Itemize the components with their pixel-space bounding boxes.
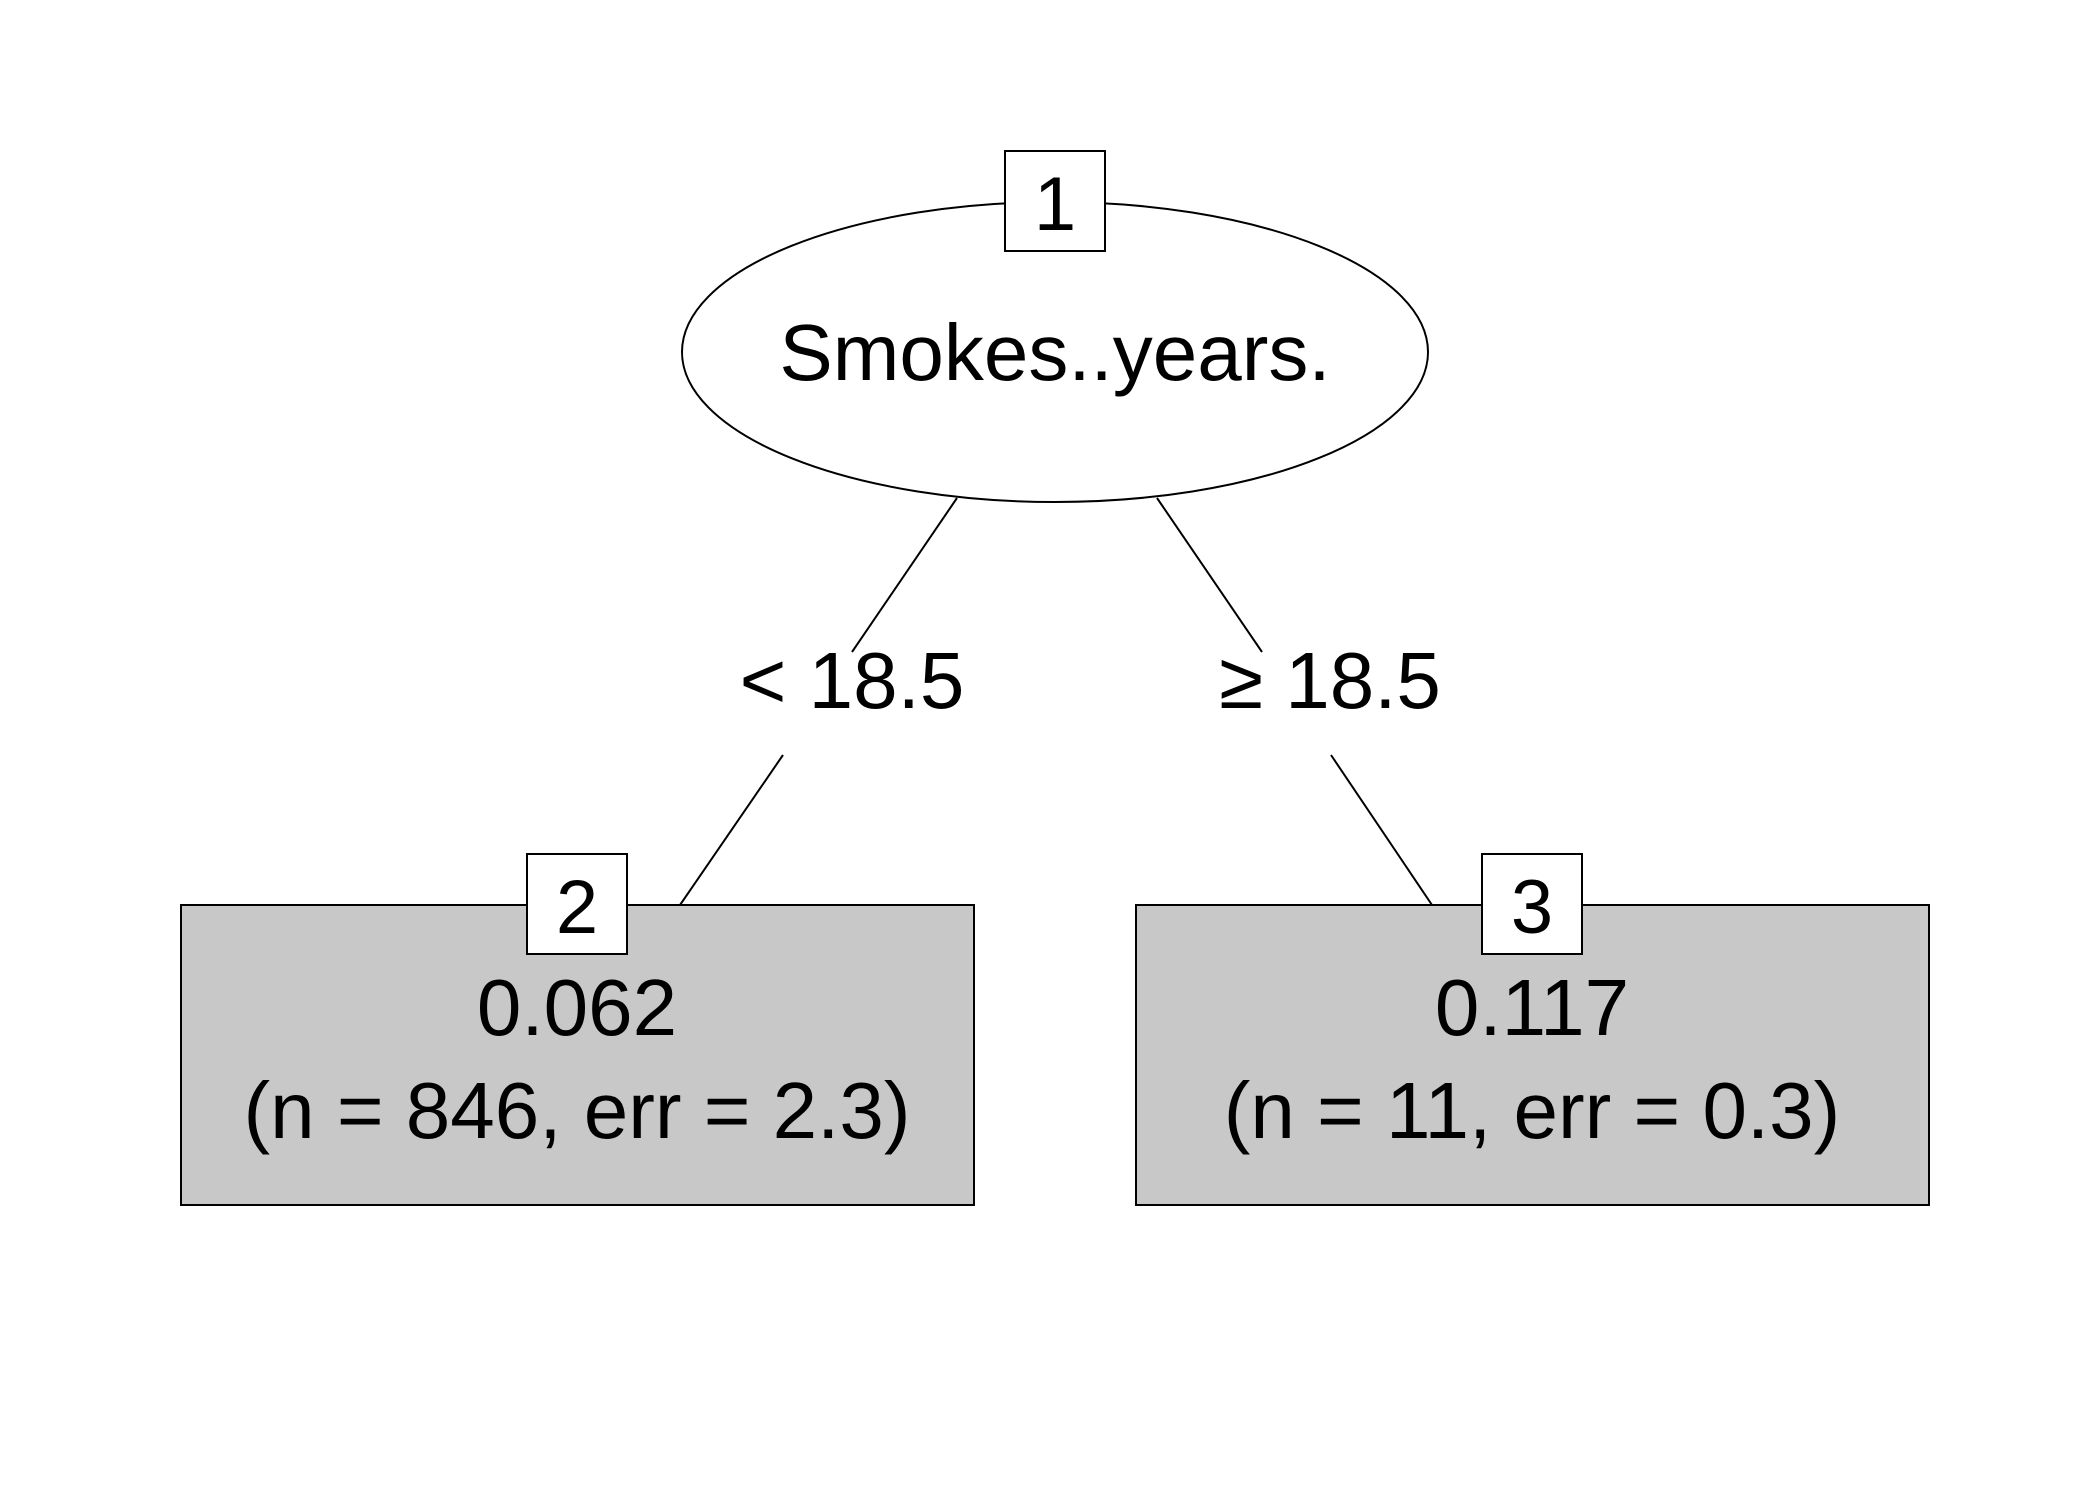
leaf-node-2: 2 0.062 (n = 846, err = 2.3) [180, 853, 975, 1206]
leaf-node-2-value: 0.062 [477, 963, 677, 1052]
leaf-node-2-id-box [526, 853, 628, 955]
leaf-node-2-stats: (n = 846, err = 2.3) [243, 1066, 910, 1155]
root-node-id: 1 [1034, 162, 1076, 247]
edge-label-right: ≥ 18.5 [1219, 636, 1441, 725]
edge-label-left: < 18.5 [740, 636, 965, 725]
edges [679, 497, 1433, 906]
leaf-node-3: 3 0.117 (n = 11, err = 0.3) [1135, 853, 1930, 1206]
leaf-node-3-stats: (n = 11, err = 0.3) [1224, 1066, 1841, 1155]
edge-right-upper [1156, 497, 1263, 653]
root-node: Smokes..years. 1 [681, 150, 1429, 503]
leaf-node-3-value: 0.117 [1435, 963, 1629, 1052]
edge-right-lower [1330, 754, 1433, 906]
root-node-variable: Smokes..years. [779, 308, 1330, 397]
edge-left-upper [851, 497, 958, 653]
leaf-node-3-id-box [1481, 853, 1583, 955]
leaf-node-3-id: 3 [1511, 865, 1553, 950]
leaf-node-2-id: 2 [556, 865, 598, 950]
root-node-id-box [1004, 150, 1106, 252]
edge-left-lower [679, 754, 784, 906]
